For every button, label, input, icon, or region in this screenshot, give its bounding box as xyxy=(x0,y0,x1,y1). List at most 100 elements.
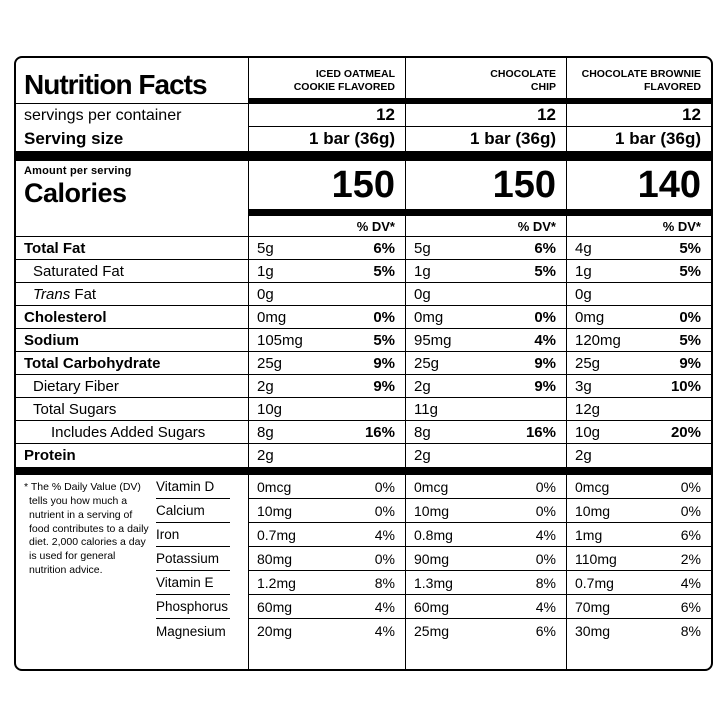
product-column-chocolate-chip: Chocolate Chip 12 1 bar (36g) 150 % DV* … xyxy=(406,58,567,669)
daily-value: 0% xyxy=(535,550,556,567)
amount: 0mcg xyxy=(257,478,292,495)
product-column-iced-oatmeal: Iced Oatmeal Cookie Flavored 12 1 bar (3… xyxy=(249,58,406,669)
nutrient-value-row-includes-added-sugars: 8g 16% xyxy=(249,421,405,444)
vitamin-value-row-magnesium: 30mg 8% xyxy=(567,619,711,643)
nutrient-label-includes-added-sugars: Includes Added Sugars xyxy=(16,421,248,444)
serving-size-label: Serving size xyxy=(24,129,124,148)
daily-value: 16% xyxy=(364,423,395,441)
serving-size-value: 1 bar (36g) xyxy=(470,129,556,148)
thick-divider-bar xyxy=(567,467,711,475)
amount: 25g xyxy=(575,354,601,372)
amount: 8g xyxy=(414,423,431,441)
amount: 0g xyxy=(414,285,431,303)
serving-size-value: 1 bar (36g) xyxy=(309,129,395,148)
nutrient-value-rows: 5g 6% 1g 5% 0g 0mg 0% 105mg 5% 25g 9% 2g 9% 10g 8g 16% 2… xyxy=(249,237,405,467)
vitamin-value-row-calcium: 10mg 0% xyxy=(406,499,566,523)
amount: 25mg xyxy=(414,623,450,639)
thick-divider-bar xyxy=(249,467,405,475)
amount: 0mcg xyxy=(414,478,449,495)
vitamin-label-potassium: Potassium xyxy=(156,547,231,571)
amount: 0mcg xyxy=(575,478,610,495)
daily-value: 0% xyxy=(374,502,395,519)
daily-value: 0% xyxy=(373,308,395,326)
vitamin-label-phosphorus: Phosphorus xyxy=(156,595,231,619)
daily-value: 5% xyxy=(679,331,701,349)
servings-value: 12 xyxy=(249,104,405,127)
daily-value: 0% xyxy=(680,478,701,495)
daily-value: 6% xyxy=(535,623,556,639)
amount-per-serving-label: Amount per serving xyxy=(24,165,132,177)
nutrient-label-trans-fat: Trans Fat xyxy=(16,283,248,306)
daily-value: 0% xyxy=(534,308,556,326)
daily-value: 5% xyxy=(373,331,395,349)
amount: 0g xyxy=(575,285,592,303)
nutrient-label-total-carbohydrate: Total Carbohydrate xyxy=(16,352,248,375)
nutrient-value-row-total-carbohydrate: 25g 9% xyxy=(249,352,405,375)
daily-value: 0% xyxy=(374,550,395,567)
vitamin-label-vitamin-e: Vitamin E xyxy=(156,571,231,595)
amount: 60mg xyxy=(257,598,293,615)
product-column-chocolate-brownie: Chocolate Brownie Flavored 12 1 bar (36g… xyxy=(567,58,711,669)
nutrient-value-row-trans-fat: 0g xyxy=(567,283,711,306)
amount: 1.2mg xyxy=(257,574,296,591)
daily-value: 6% xyxy=(534,239,556,257)
nutrient-value-row-dietary-fiber: 3g 10% xyxy=(567,375,711,398)
daily-value: 0% xyxy=(374,478,395,495)
daily-value: 5% xyxy=(679,262,701,280)
daily-value: 10% xyxy=(670,377,701,395)
vitamin-value-row-phosphorus: 60mg 4% xyxy=(406,595,566,619)
daily-value: 4% xyxy=(534,331,556,349)
amount: 95mg xyxy=(414,331,452,349)
amount: 12g xyxy=(575,400,601,418)
amount: 0mg xyxy=(414,308,444,326)
nutrient-value-row-sodium: 105mg 5% xyxy=(249,329,405,352)
vitamin-value-row-vitamin-d: 0mcg 0% xyxy=(249,475,405,499)
calories-value: 140 xyxy=(567,161,711,216)
daily-value: 6% xyxy=(373,239,395,257)
amount: 2g xyxy=(575,447,592,464)
nutrient-value-row-total-fat: 5g 6% xyxy=(249,237,405,260)
amount: 10mg xyxy=(575,502,611,519)
vitamin-value-row-calcium: 10mg 0% xyxy=(249,499,405,523)
vitamin-value-row-calcium: 10mg 0% xyxy=(567,499,711,523)
calories-label-cell: Amount per serving Calories xyxy=(16,161,248,216)
amount: 20mg xyxy=(257,623,293,639)
vitamin-label-iron: Iron xyxy=(156,523,231,547)
thick-divider-bar xyxy=(16,151,248,161)
nutrient-value-row-protein: 2g xyxy=(249,444,405,467)
nutrient-value-row-saturated-fat: 1g 5% xyxy=(249,260,405,283)
nutrient-value-row-total-fat: 5g 6% xyxy=(406,237,566,260)
nutrient-label-rows: Total Fat Saturated Fat Trans Fat Cholester… xyxy=(16,237,248,467)
nutrient-label-sodium: Sodium xyxy=(16,329,248,352)
daily-value: 9% xyxy=(534,377,556,395)
daily-value: 9% xyxy=(373,377,395,395)
nutrient-value-row-total-sugars: 12g xyxy=(567,398,711,421)
calories-label: Calories xyxy=(24,178,127,208)
daily-value: 5% xyxy=(534,262,556,280)
serving-size-value: 1 bar (36g) xyxy=(615,129,701,148)
amount: 110mg xyxy=(575,550,617,567)
nutrient-value-row-saturated-fat: 1g 5% xyxy=(406,260,566,283)
daily-value: 8% xyxy=(680,623,701,639)
amount: 2g xyxy=(414,377,431,395)
daily-value: 4% xyxy=(535,598,556,615)
thick-divider-bar xyxy=(567,151,711,161)
amount: 2g xyxy=(257,377,274,395)
amount: 0mg xyxy=(575,308,605,326)
amount: 1g xyxy=(257,262,274,280)
amount: 1g xyxy=(575,262,592,280)
nutrient-value-row-includes-added-sugars: 8g 16% xyxy=(406,421,566,444)
daily-value: 4% xyxy=(374,623,395,639)
daily-value: 16% xyxy=(525,423,556,441)
daily-value: 0% xyxy=(680,502,701,519)
amount: 1g xyxy=(414,262,431,280)
daily-value: 4% xyxy=(535,526,556,543)
nutrient-label-total-sugars: Total Sugars xyxy=(16,398,248,421)
nutrient-label-saturated-fat: Saturated Fat xyxy=(16,260,248,283)
nutrient-value-row-cholesterol: 0mg 0% xyxy=(567,306,711,329)
daily-value: 9% xyxy=(679,354,701,372)
amount: 105mg xyxy=(257,331,303,349)
amount: 5g xyxy=(414,239,431,257)
daily-value: 6% xyxy=(680,526,701,543)
amount: 5g xyxy=(257,239,274,257)
